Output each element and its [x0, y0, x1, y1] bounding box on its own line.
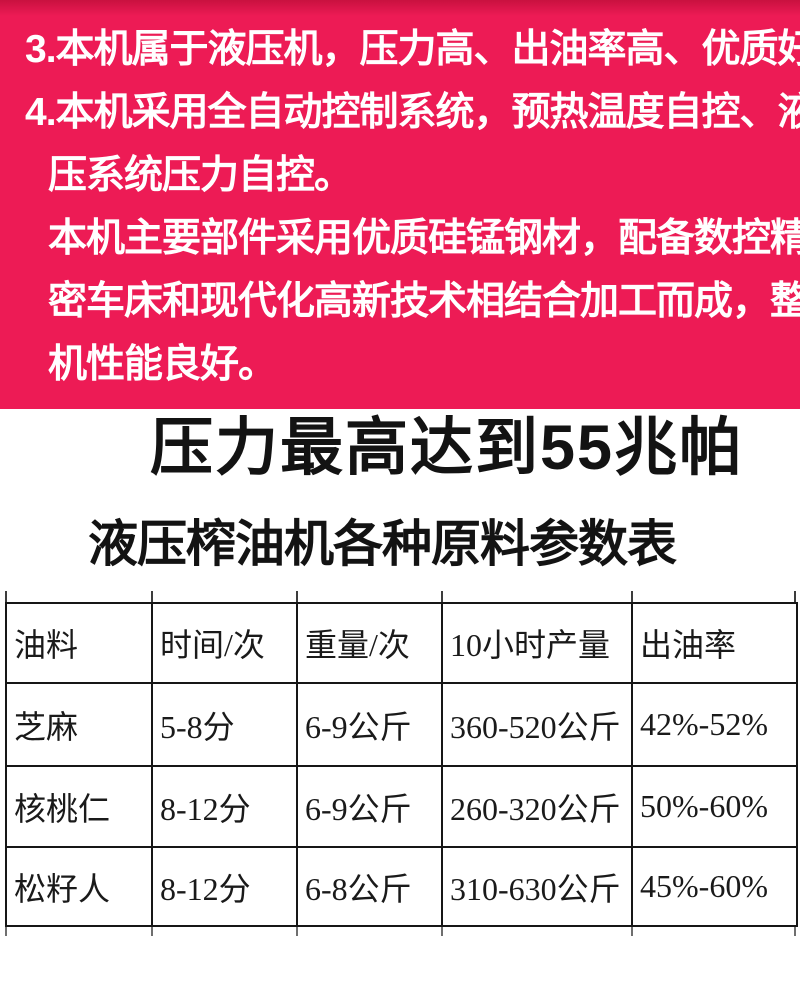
cell-time: 8-12分 — [151, 846, 298, 927]
cell-output: 310-630公斤 — [441, 846, 633, 927]
header-cell-time-per-batch: 时间/次 — [151, 602, 298, 684]
promo-line-4-cont: 压系统压力自控。 — [48, 154, 353, 197]
promo-section: 3.本机属于液压机，压力高、出油率高、优质好 4.本机采用全自动控制系统，预热温… — [0, 0, 800, 409]
cell-material: 松籽人 — [5, 846, 153, 927]
table-line-stub — [151, 591, 153, 602]
table-line-stub — [151, 927, 153, 936]
cell-output: 360-520公斤 — [441, 682, 633, 767]
header-cell-oil-yield: 出油率 — [631, 602, 798, 684]
cell-material: 核桃仁 — [5, 765, 153, 848]
cell-material: 芝麻 — [5, 682, 153, 767]
table-line-stub — [794, 591, 796, 602]
cell-yield: 42%-52% — [631, 682, 798, 767]
spec-table-wrap: 油料 时间/次 重量/次 10小时产量 出油率 芝麻 5-8分 6-9公斤 36… — [5, 591, 798, 936]
table-line-stub — [5, 927, 7, 936]
cell-weight: 6-9公斤 — [296, 682, 443, 767]
spec-table: 油料 时间/次 重量/次 10小时产量 出油率 芝麻 5-8分 6-9公斤 36… — [5, 602, 798, 927]
table-line-stub — [441, 927, 443, 936]
promo-line-4: 4.本机采用全自动控制系统，预热温度自控、液 — [25, 91, 800, 134]
promo-paragraph-line-1: 本机主要部件采用优质硅锰钢材，配备数控精 — [48, 217, 800, 260]
cell-weight: 6-9公斤 — [296, 765, 443, 848]
promo-line-3: 3.本机属于液压机，压力高、出油率高、优质好 — [25, 28, 800, 71]
table-row-walnut: 核桃仁 8-12分 6-9公斤 260-320公斤 50%-60% — [5, 765, 798, 848]
table-header-row: 油料 时间/次 重量/次 10小时产量 出油率 — [5, 602, 798, 684]
table-line-stub — [631, 927, 633, 936]
cell-time: 5-8分 — [151, 682, 298, 767]
table-line-stub — [296, 591, 298, 602]
header-cell-10h-output: 10小时产量 — [441, 602, 633, 684]
table-line-stub — [296, 927, 298, 936]
promo-paragraph-line-2: 密车床和现代化高新技术相结合加工而成，整 — [48, 280, 800, 323]
cell-output: 260-320公斤 — [441, 765, 633, 848]
header-cell-weight-per-batch: 重量/次 — [296, 602, 443, 684]
table-row-sesame: 芝麻 5-8分 6-9公斤 360-520公斤 42%-52% — [5, 682, 798, 767]
promo-paragraph-line-3: 机性能良好。 — [48, 343, 277, 386]
pressure-headline: 压力最高达到55兆帕 — [150, 413, 745, 483]
cell-yield: 45%-60% — [631, 846, 798, 927]
cell-yield: 50%-60% — [631, 765, 798, 848]
cell-time: 8-12分 — [151, 765, 298, 848]
table-line-stub — [441, 591, 443, 602]
cell-weight: 6-8公斤 — [296, 846, 443, 927]
table-row-pine-seed: 松籽人 8-12分 6-8公斤 310-630公斤 45%-60% — [5, 846, 798, 927]
spec-table-title: 液压榨油机各种原料参数表 — [88, 516, 677, 572]
table-line-stub — [794, 927, 796, 936]
table-line-stub — [5, 591, 7, 602]
header-cell-oil-material: 油料 — [5, 602, 153, 684]
table-line-stub — [631, 591, 633, 602]
